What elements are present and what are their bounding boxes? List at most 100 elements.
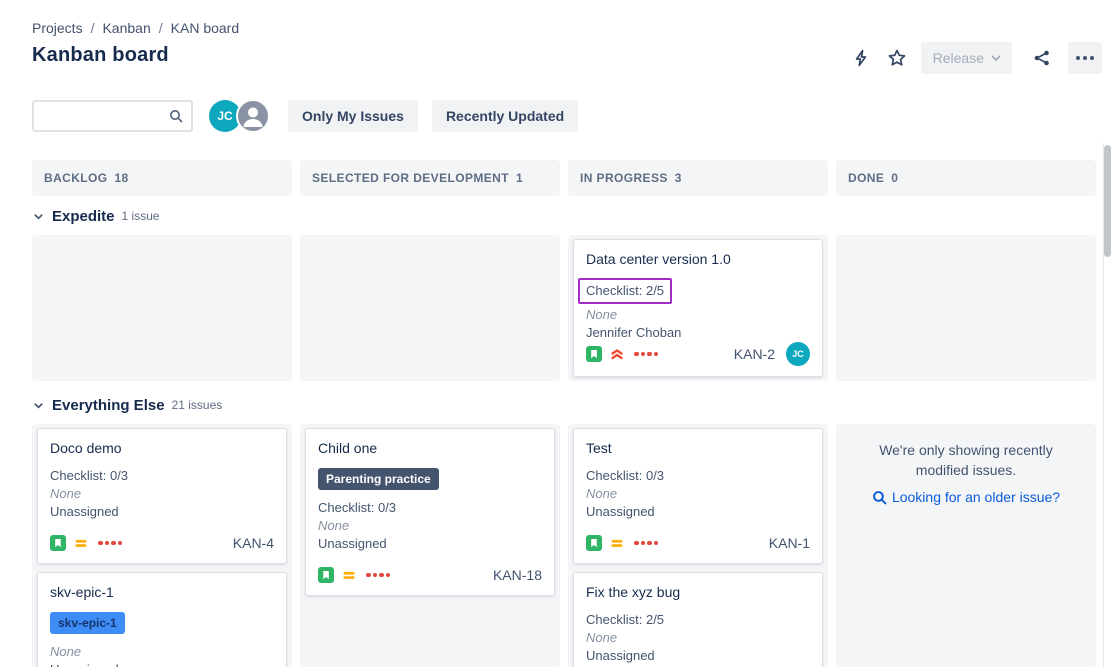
- card-title: Fix the xyz bug: [586, 584, 681, 600]
- cell-selected: Child one Parenting practice Checklist: …: [300, 424, 560, 667]
- priority-medium-icon: [609, 535, 625, 551]
- avatar-jc[interactable]: JC: [209, 100, 241, 132]
- card-status-none: None: [50, 644, 82, 659]
- breadcrumb-projects[interactable]: Projects: [32, 20, 83, 36]
- card-footer: KAN-1: [586, 535, 810, 551]
- assignee-avatars: JC: [209, 99, 270, 133]
- priority-medium-icon: [73, 535, 89, 551]
- cell-done: We're only showing recently modified iss…: [836, 424, 1096, 667]
- column-count: 1: [515, 171, 524, 185]
- card-checklist: Checklist: 0/3: [50, 468, 129, 483]
- recently-updated-button[interactable]: Recently Updated: [431, 100, 579, 132]
- card-status-none: None: [318, 518, 350, 533]
- chevron-down-icon: [32, 399, 45, 412]
- more-button[interactable]: [1068, 42, 1102, 74]
- breadcrumb-kanban[interactable]: Kanban: [102, 20, 151, 36]
- card-checklist: Checklist: 0/3: [586, 468, 665, 483]
- avatar-initials: JC: [217, 109, 233, 123]
- only-my-issues-button[interactable]: Only My Issues: [288, 100, 418, 132]
- header-actions: Release: [843, 42, 1102, 74]
- release-button-label: Release: [932, 50, 984, 66]
- swimlane-title: Everything Else: [52, 396, 165, 414]
- card-title: Child one: [318, 440, 378, 456]
- card-assignee: Jennifer Choban: [586, 325, 682, 340]
- card-kan-4[interactable]: Doco demo Checklist: 0/3 None Unassigned…: [37, 428, 287, 564]
- column-name: BACKLOG: [44, 171, 108, 185]
- swimlane-everything-else-row: Doco demo Checklist: 0/3 None Unassigned…: [32, 424, 1096, 667]
- card-status-none: None: [50, 486, 82, 501]
- share-button[interactable]: [1024, 42, 1060, 74]
- search-input[interactable]: [34, 103, 169, 129]
- recently-modified-text: We're only showing recently modified iss…: [879, 442, 1053, 478]
- column-name: SELECTED FOR DEVELOPMENT: [312, 171, 509, 185]
- search-icon: [872, 490, 887, 505]
- card-status-none: None: [586, 630, 618, 645]
- card-assignee: Unassigned: [50, 661, 274, 667]
- done-column-message: We're only showing recently modified iss…: [841, 428, 1091, 510]
- column-count: 3: [674, 171, 682, 185]
- column-headers: BACKLOG 18 SELECTED FOR DEVELOPMENT 1 IN…: [32, 160, 1096, 196]
- card-assignee: Unassigned: [318, 536, 387, 551]
- star-icon: [887, 48, 907, 68]
- automation-button[interactable]: [843, 42, 879, 74]
- card-status-none: None: [586, 486, 618, 501]
- card-avatar-jc[interactable]: JC: [786, 342, 810, 366]
- cell-backlog: Doco demo Checklist: 0/3 None Unassigned…: [32, 424, 292, 667]
- custom-field-dots-icon: [366, 572, 390, 578]
- kanban-board: BACKLOG 18 SELECTED FOR DEVELOPMENT 1 IN…: [32, 160, 1096, 667]
- card-checklist: Checklist: 0/3: [318, 500, 397, 515]
- story-icon: [50, 535, 66, 551]
- epic-label-badge: Parenting practice: [318, 468, 439, 490]
- chevron-down-icon: [990, 52, 1002, 64]
- swimlane-header-everything-else[interactable]: Everything Else 21 issues: [32, 394, 1096, 416]
- older-issue-link[interactable]: Looking for an older issue?: [872, 489, 1060, 505]
- column-count: 18: [114, 171, 129, 185]
- card-title: Test: [586, 440, 612, 456]
- column-header-selected: SELECTED FOR DEVELOPMENT 1: [300, 160, 560, 196]
- card-kan-1[interactable]: Test Checklist: 0/3 None Unassigned KAN-…: [573, 428, 823, 564]
- column-header-in-progress: IN PROGRESS 3: [568, 160, 828, 196]
- ellipsis-icon: [1076, 56, 1094, 60]
- release-button[interactable]: Release: [920, 42, 1012, 74]
- checklist-highlight-box: Checklist: 2/5: [578, 278, 673, 304]
- vertical-scrollbar-track[interactable]: [1103, 143, 1112, 667]
- column-name: IN PROGRESS: [580, 171, 668, 185]
- column-header-done: DONE 0: [836, 160, 1096, 196]
- cell-backlog-expedite: [32, 235, 292, 381]
- column-count: 0: [891, 171, 899, 185]
- story-icon: [586, 346, 602, 362]
- card-status-none: None: [586, 307, 618, 322]
- breadcrumb-separator: /: [90, 20, 95, 36]
- board-filter-bar: JC Only My Issues Recently Updated: [32, 99, 579, 133]
- page-title: Kanban board: [32, 44, 169, 66]
- card-assignee: Unassigned: [586, 504, 655, 519]
- lightning-icon: [851, 48, 871, 68]
- epic-label-badge: skv-epic-1: [50, 612, 125, 634]
- card-kan-18[interactable]: Child one Parenting practice Checklist: …: [305, 428, 555, 596]
- avatar-unassigned[interactable]: [236, 99, 270, 133]
- breadcrumb-kan-board[interactable]: KAN board: [170, 20, 240, 36]
- cell-in-progress-expedite: Data center version 1.0 Checklist: 2/5 N…: [568, 235, 828, 381]
- card-checklist: Checklist: 2/5: [586, 612, 665, 627]
- avatar-initials: JC: [792, 349, 804, 359]
- swimlane-issue-count: 1 issue: [121, 209, 160, 223]
- card-title: Doco demo: [50, 440, 122, 456]
- card-footer: KAN-18: [318, 567, 542, 583]
- favorite-button[interactable]: [879, 42, 915, 74]
- swimlane-header-expedite[interactable]: Expedite 1 issue: [32, 205, 1096, 227]
- vertical-scrollbar-thumb[interactable]: [1104, 145, 1111, 257]
- card-skv-epic-1[interactable]: skv-epic-1 skv-epic-1 None Unassigned: [37, 572, 287, 667]
- card-fix-xyz-bug[interactable]: Fix the xyz bug Checklist: 2/5 None Unas…: [573, 572, 823, 667]
- cell-selected-expedite: [300, 235, 560, 381]
- priority-highest-icon: [609, 346, 625, 362]
- card-key: KAN-18: [492, 567, 542, 583]
- card-footer: KAN-4: [50, 535, 274, 551]
- breadcrumb: Projects / Kanban / KAN board: [32, 20, 239, 36]
- search-icon: [169, 109, 183, 123]
- swimlane-title: Expedite: [52, 207, 115, 225]
- card-kan-2[interactable]: Data center version 1.0 Checklist: 2/5 N…: [573, 239, 823, 377]
- card-title: Data center version 1.0: [586, 251, 731, 267]
- card-footer: KAN-2 JC: [586, 342, 810, 366]
- priority-medium-icon: [341, 567, 357, 583]
- card-assignee: Unassigned: [586, 648, 655, 663]
